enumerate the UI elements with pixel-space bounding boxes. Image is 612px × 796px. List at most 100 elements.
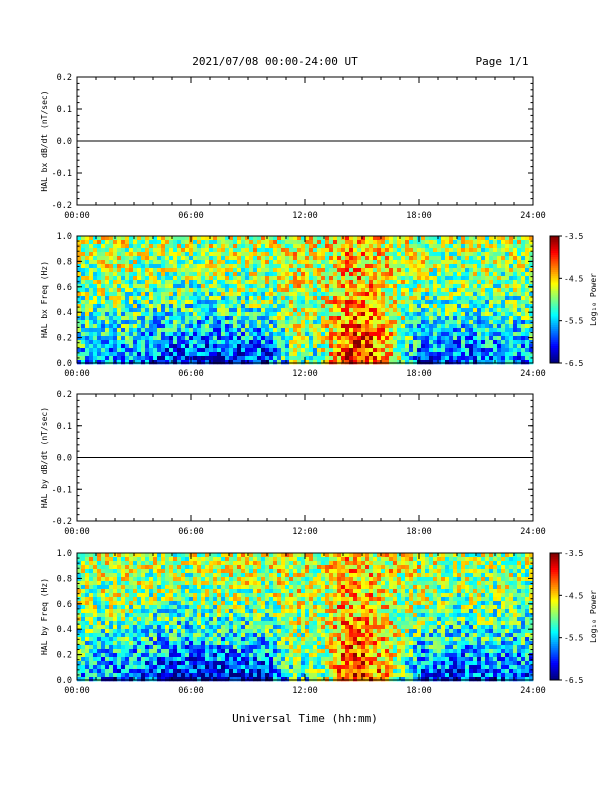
heatmap-cell xyxy=(525,236,529,240)
heatmap-cell xyxy=(401,344,405,348)
heatmap-cell xyxy=(449,344,453,348)
heatmap-cell xyxy=(461,336,465,340)
heatmap-cell xyxy=(177,312,181,316)
heatmap-cell xyxy=(189,284,193,288)
heatmap-cell xyxy=(429,316,433,320)
heatmap-cell xyxy=(413,256,417,260)
heatmap-cell xyxy=(253,340,257,344)
heatmap-cell xyxy=(309,260,313,264)
heatmap-cell xyxy=(505,268,509,272)
heatmap-cell xyxy=(421,252,425,256)
heatmap-cell xyxy=(369,356,373,360)
heatmap-cell xyxy=(341,328,345,332)
heatmap-cell xyxy=(105,565,109,569)
heatmap-cell xyxy=(213,320,217,324)
heatmap-cell xyxy=(245,360,249,364)
heatmap-cell xyxy=(113,661,117,665)
heatmap-cell xyxy=(525,252,529,256)
heatmap-cell xyxy=(365,328,369,332)
heatmap-cell xyxy=(393,236,397,240)
heatmap-cell xyxy=(489,292,493,296)
heatmap-cell xyxy=(93,356,97,360)
heatmap-cell xyxy=(361,320,365,324)
heatmap-cell xyxy=(181,677,185,681)
heatmap-cell xyxy=(509,240,513,244)
heatmap-cell xyxy=(149,581,153,585)
heatmap-cell xyxy=(241,244,245,248)
heatmap-cell xyxy=(265,240,269,244)
heatmap-cell xyxy=(389,280,393,284)
heatmap-cell xyxy=(421,268,425,272)
heatmap-cell xyxy=(177,677,181,681)
heatmap-cell xyxy=(197,344,201,348)
heatmap-cell xyxy=(477,240,481,244)
heatmap-cell xyxy=(297,268,301,272)
heatmap-cell xyxy=(137,252,141,256)
heatmap-cell xyxy=(489,328,493,332)
heatmap-cell xyxy=(421,236,425,240)
heatmap-cell xyxy=(77,653,81,657)
heatmap-cell xyxy=(457,332,461,336)
heatmap-cell xyxy=(133,593,137,597)
heatmap-cell xyxy=(305,284,309,288)
heatmap-cell xyxy=(457,292,461,296)
heatmap-cell xyxy=(89,673,93,677)
heatmap-cell xyxy=(413,360,417,364)
heatmap-cell xyxy=(465,360,469,364)
heatmap-cell xyxy=(253,360,257,364)
heatmap-cell xyxy=(169,336,173,340)
heatmap-cell xyxy=(385,336,389,340)
heatmap-cell xyxy=(413,336,417,340)
heatmap-cell xyxy=(485,324,489,328)
heatmap-cell xyxy=(225,316,229,320)
heatmap-cell xyxy=(81,304,85,308)
heatmap-cell xyxy=(205,252,209,256)
heatmap-cell xyxy=(309,340,313,344)
heatmap-cell xyxy=(97,677,101,681)
heatmap-cell xyxy=(313,360,317,364)
heatmap-cell xyxy=(117,577,121,581)
heatmap-cell xyxy=(157,585,161,589)
heatmap-cell xyxy=(285,300,289,304)
heatmap-cell xyxy=(169,340,173,344)
heatmap-cell xyxy=(337,340,341,344)
heatmap-cell xyxy=(353,320,357,324)
heatmap-cell xyxy=(373,280,377,284)
heatmap-cell xyxy=(249,340,253,344)
heatmap-cell xyxy=(257,276,261,280)
heatmap-cell xyxy=(437,264,441,268)
heatmap-cell xyxy=(341,240,345,244)
heatmap-cell xyxy=(433,308,437,312)
heatmap-cell xyxy=(141,280,145,284)
heatmap-cell xyxy=(77,625,81,629)
heatmap-cell xyxy=(225,328,229,332)
heatmap-cell xyxy=(409,320,413,324)
heatmap-cell xyxy=(257,344,261,348)
heatmap-cell xyxy=(197,296,201,300)
heatmap-cell xyxy=(405,248,409,252)
heatmap-cell xyxy=(113,585,117,589)
heatmap-cell xyxy=(129,332,133,336)
heatmap-cell xyxy=(181,569,185,573)
x-tick-label: 06:00 xyxy=(178,369,204,379)
heatmap-cell xyxy=(465,324,469,328)
heatmap-cell xyxy=(157,645,161,649)
heatmap-cell xyxy=(153,589,157,593)
heatmap-cell xyxy=(437,280,441,284)
heatmap-cell xyxy=(369,236,373,240)
heatmap-cell xyxy=(233,280,237,284)
heatmap-cell xyxy=(425,320,429,324)
heatmap-cell xyxy=(437,356,441,360)
heatmap-cell xyxy=(393,248,397,252)
heatmap-cell xyxy=(393,304,397,308)
heatmap-cell xyxy=(133,641,137,645)
heatmap-cell xyxy=(461,260,465,264)
heatmap-cell xyxy=(153,625,157,629)
heatmap-cell xyxy=(129,324,133,328)
heatmap-cell xyxy=(185,240,189,244)
heatmap-cell xyxy=(193,272,197,276)
heatmap-cell xyxy=(165,657,169,661)
heatmap-cell xyxy=(109,629,113,633)
heatmap-cell xyxy=(245,344,249,348)
heatmap-cell xyxy=(489,304,493,308)
